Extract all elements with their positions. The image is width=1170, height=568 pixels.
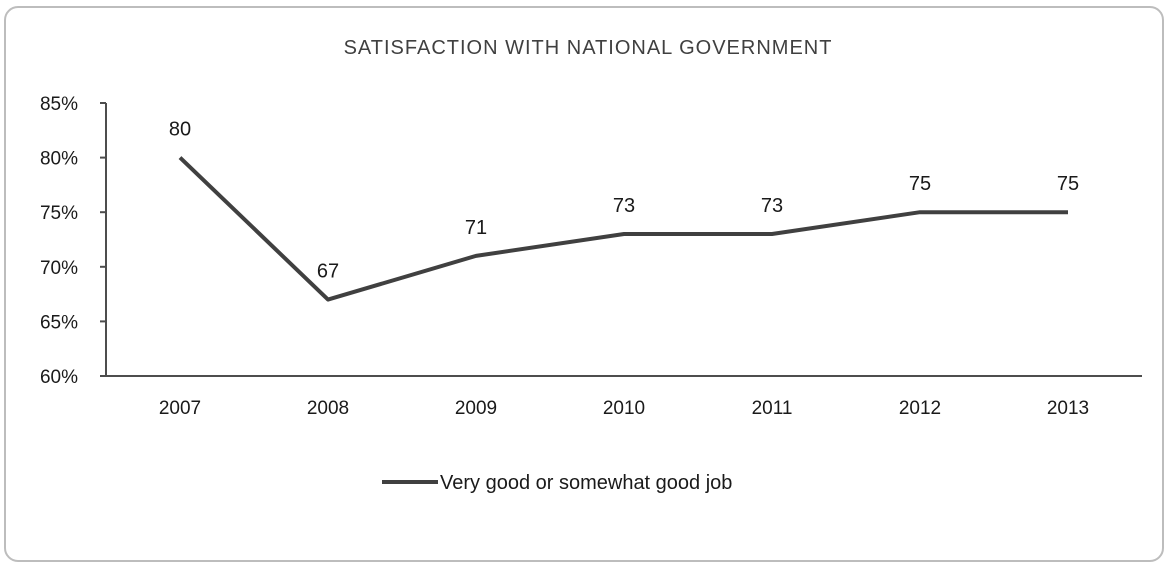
data-label: 75	[909, 173, 931, 195]
y-axis-ticks: 60% 65% 70% 75% 80% 85%	[40, 94, 106, 388]
y-tick-label: 70%	[40, 258, 78, 279]
x-tick-label: 2009	[455, 398, 497, 419]
series-line	[178, 156, 1068, 302]
x-tick-label: 2007	[159, 398, 201, 419]
x-tick-label: 2012	[899, 398, 941, 419]
chart-frame	[4, 6, 1164, 562]
y-tick-label: 85%	[40, 94, 78, 115]
x-tick-label: 2013	[1047, 398, 1089, 419]
y-tick-label: 65%	[40, 312, 78, 333]
x-tick-label: 2008	[307, 398, 349, 419]
y-tick-label: 80%	[40, 149, 78, 170]
axes	[105, 103, 1142, 377]
series-layer	[178, 156, 1068, 302]
legend-label: Very good or somewhat good job	[440, 472, 732, 494]
data-label: 67	[317, 261, 339, 283]
x-tick-label: 2010	[603, 398, 645, 419]
data-label: 71	[465, 217, 487, 239]
legend: Very good or somewhat good job	[382, 472, 732, 494]
y-tick-label: 60%	[40, 367, 78, 388]
x-axis-ticks: 2007 2008 2009 2010 2011 2012 2013	[159, 398, 1089, 419]
x-tick-label: 2011	[752, 398, 793, 419]
y-tick-label: 75%	[40, 203, 78, 224]
data-label: 73	[761, 195, 783, 217]
chart-title: SATISFACTION WITH NATIONAL GOVERNMENT	[344, 37, 833, 59]
data-label: 73	[613, 195, 635, 217]
data-labels: 80 67 71 73 73 75 75	[169, 119, 1079, 283]
data-label: 75	[1057, 173, 1079, 195]
data-label: 80	[169, 119, 191, 141]
